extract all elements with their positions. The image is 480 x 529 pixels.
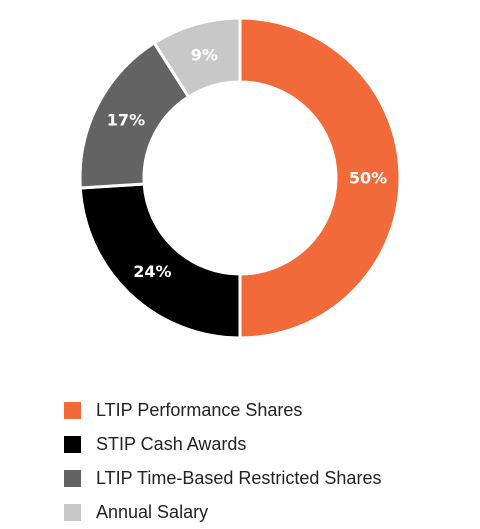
- legend-item-ltip-performance-shares: LTIP Performance Shares: [64, 393, 381, 427]
- legend-swatch: [64, 435, 81, 453]
- legend-label: LTIP Performance Shares: [96, 399, 303, 420]
- legend-label: LTIP Time-Based Restricted Shares: [96, 467, 382, 488]
- slice-ltip-performance-shares: [238, 16, 402, 340]
- legend: LTIP Performance Shares STIP Cash Awards…: [64, 393, 381, 529]
- slice-label-ltip-time-based-restricted-shares: 17%: [107, 110, 145, 129]
- slice-label-ltip-performance-shares: 50%: [349, 169, 387, 188]
- legend-swatch: [64, 503, 81, 521]
- legend-label: Annual Salary: [96, 501, 209, 522]
- legend-item-annual-salary: Annual Salary: [64, 495, 381, 529]
- legend-item-stip-cash-awards: STIP Cash Awards: [64, 427, 381, 461]
- donut-chart: 50% 24% 17% 9%: [78, 16, 402, 340]
- legend-swatch: [64, 401, 81, 419]
- slice-stip-cash-awards: [78, 182, 242, 340]
- slice-annual-salary: [152, 16, 242, 100]
- legend-label: STIP Cash Awards: [96, 433, 247, 454]
- legend-swatch: [64, 469, 81, 487]
- legend-item-ltip-time-based-restricted-shares: LTIP Time-Based Restricted Shares: [64, 461, 381, 495]
- slice-label-stip-cash-awards: 24%: [133, 262, 171, 281]
- slice-label-annual-salary: 9%: [191, 46, 218, 65]
